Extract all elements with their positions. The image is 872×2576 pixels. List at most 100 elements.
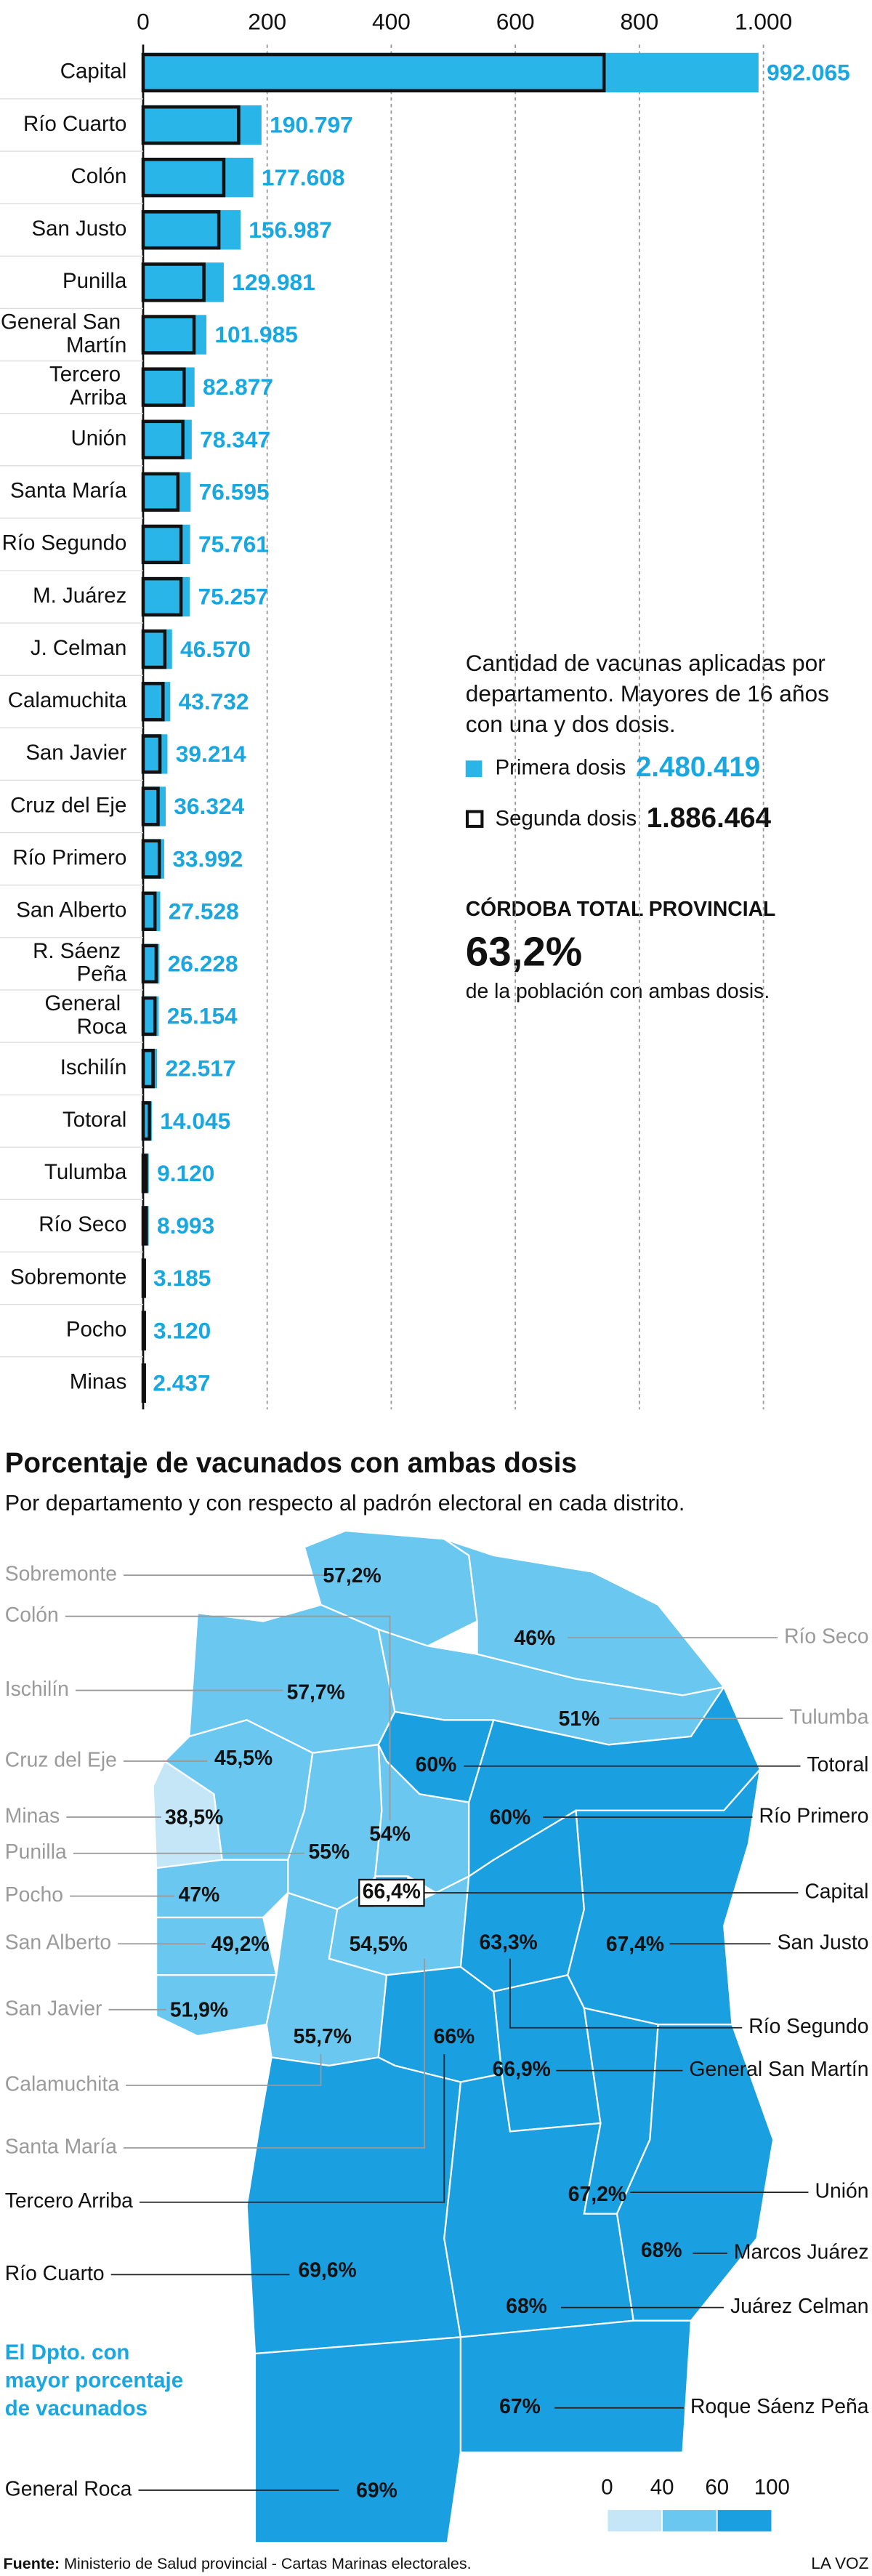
map-subtitle: Por departamento y con respecto al padró… [5,1491,685,1516]
y-tick-label: M. Juárez [33,584,126,608]
bar-outline [141,105,241,145]
region-value: 57,7% [287,1681,345,1704]
x-tick-label: 800 [620,8,658,34]
value-label: 8.993 [157,1212,214,1239]
bar [142,472,191,512]
bar [142,524,190,565]
scale-tick-label: 40 [650,2475,674,2499]
x-tick-label: 200 [248,8,286,34]
region-value: 38,5% [165,1806,223,1829]
y-tick-label: San Justo [31,217,126,241]
region-name: Colón [5,1603,59,1626]
x-tick-label: 400 [372,8,411,34]
value-label: 190.797 [270,112,353,138]
value-label: 2.437 [153,1369,210,1396]
bar-outline [141,786,160,826]
region-value: 69,6% [298,2258,356,2281]
value-label: 22.517 [166,1055,236,1082]
region-value: 68% [506,2294,547,2317]
bar-outline [141,1101,151,1141]
region-value: 51,9% [170,1998,228,2021]
source-text: Ministerio de Salud provincial - Cartas … [64,2555,471,2572]
region-value: 47% [179,1883,220,1906]
value-label: 3.185 [153,1265,211,1291]
region-value: 46% [514,1626,556,1649]
credit: LA VOZ [811,2554,868,2572]
value-label: 39.214 [176,741,246,767]
region-name: Pocho [5,1883,63,1906]
bar-outline [141,943,158,984]
legend-swatch [465,760,483,777]
region-name: Marcos Juárez [734,2239,869,2263]
region-name: Río Primero [759,1803,869,1827]
bar-outline [141,734,162,774]
y-tick-label: Pocho [66,1317,126,1341]
y-tick-label: Cruz del Eje [10,793,126,817]
region-name: Roque Sáenz Peña [690,2394,869,2418]
region-name: Tercero Arriba [5,2189,133,2212]
bar [142,262,224,302]
value-label: 26.228 [168,950,238,976]
y-tick-label: San Javier [25,741,126,765]
region [155,1859,289,1919]
region [459,2319,693,2454]
region-name: Santa María [5,2134,117,2157]
y-tick-label: Tulumba [44,1160,127,1184]
bar [142,891,161,931]
region-name: General San Martín [690,2057,869,2080]
region-name: Juárez Celman [730,2294,868,2317]
region [443,2072,634,2338]
x-tick-label: 0 [137,8,150,34]
map-annotation: El Dpto. con mayor porcentaje de vacunad… [5,2340,189,2420]
bar-outline [141,576,183,617]
value-label: 33.992 [172,845,243,872]
y-tick-label: Totoral [62,1108,126,1132]
y-tick-label: General Roca [44,991,126,1039]
y-tick-label: Calamuchita [8,688,127,712]
region-name: Sobremonte [5,1562,117,1585]
bar-outline [141,1154,148,1194]
scale-swatch [607,2510,663,2532]
value-label: 43.732 [179,688,249,715]
value-label: 9.120 [157,1160,214,1186]
region-value: 51% [559,1707,600,1730]
y-tick-label: Río Primero [12,845,126,869]
leader-line [126,2053,322,2086]
region-value: 63,3% [479,1931,537,1954]
bar-outline [141,996,157,1037]
region-name: Calamuchita [5,2072,120,2095]
annotation-headline: 63,2% [466,928,582,974]
bar-outline [141,262,206,302]
x-tick-label: 1.000 [735,8,792,34]
region [254,2336,462,2544]
bar-outline [141,1048,155,1089]
bar-outline [141,839,161,879]
region-value: 54% [369,1822,411,1845]
region-name: San Alberto [5,1931,111,1954]
region-name: Río Seco [784,1625,868,1648]
region-value: 55,7% [294,2024,352,2048]
source: Fuente: Ministerio de Salud provincial -… [4,2555,472,2572]
y-tick-label: Tercero Arriba [49,363,127,410]
region-value: 67,2% [568,2182,626,2205]
bar-outline [141,891,157,931]
region-name: Río Cuarto [5,2261,105,2285]
annotation-title: CÓRDOBA TOTAL PROVINCIAL [466,897,776,920]
region-value: 54,5% [350,1932,408,1955]
region [246,2056,462,2355]
value-label: 75.257 [198,584,269,610]
y-tick-label: Colón [70,164,126,188]
y-tick-label: Minas [70,1370,126,1394]
bar [142,315,207,355]
bar [142,105,262,145]
region-name: Minas [5,1803,60,1827]
map-title: Porcentaje de vacunados con ambas dosis [5,1448,577,1479]
y-tick-label: Punilla [62,269,127,293]
legend-label: Primera dosis [496,755,626,779]
region-name: Ischilín [5,1677,69,1700]
bar-outline [141,524,183,565]
bar-outline [141,157,226,198]
y-tick-label: R. Sáenz Peña [33,939,127,986]
y-tick-label: General San Martín [1,310,126,357]
legend-total: 1.886.464 [647,802,772,834]
